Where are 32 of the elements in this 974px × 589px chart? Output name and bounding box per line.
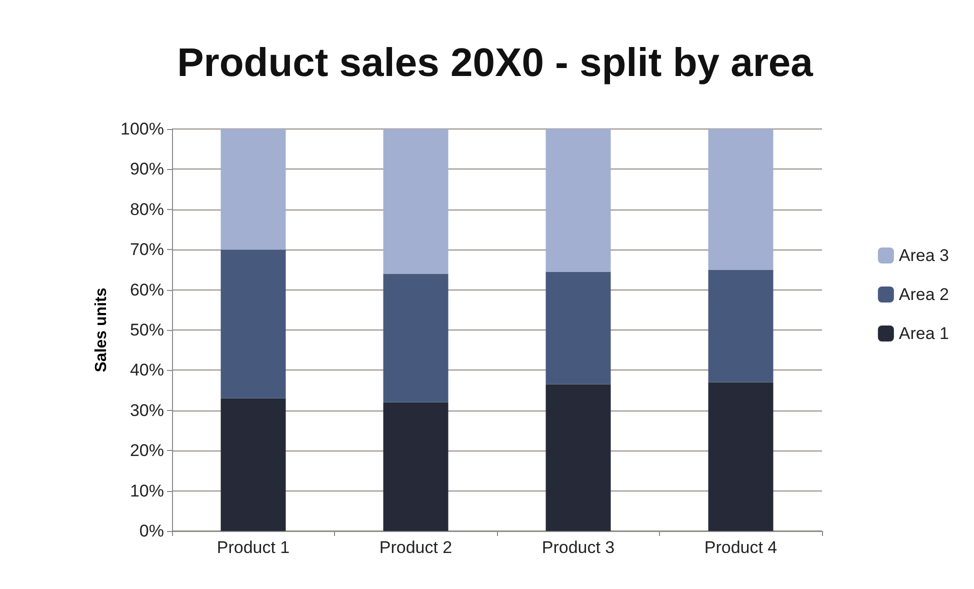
bar <box>220 398 286 531</box>
y-tick-label: 30% <box>130 400 164 420</box>
x-tick-label: Product 1 <box>216 538 290 557</box>
bar <box>546 129 611 272</box>
x-tick-label: Product 2 <box>379 538 452 557</box>
bar <box>383 274 448 402</box>
legend-label: Area 3 <box>898 246 950 265</box>
x-tick-label: Product 3 <box>542 538 615 557</box>
y-tick-label: 90% <box>130 160 164 179</box>
bar <box>708 270 774 382</box>
bar <box>546 272 611 384</box>
bar <box>383 402 448 531</box>
bar <box>220 129 286 250</box>
y-tick-label: 100% <box>120 120 164 138</box>
bar <box>708 129 774 270</box>
bar <box>546 384 611 531</box>
y-tick-label: 70% <box>130 240 164 260</box>
y-tick-label: 40% <box>130 360 164 380</box>
y-tick-label: 50% <box>130 320 164 340</box>
y-axis-title: Sales units <box>93 288 110 372</box>
legend-label: Area 1 <box>898 324 950 343</box>
y-tick-label: 20% <box>130 441 164 460</box>
y-tick-label: 10% <box>130 481 164 500</box>
bar <box>383 129 448 274</box>
bar <box>708 382 774 531</box>
bar <box>220 250 286 398</box>
y-tick-label: 60% <box>130 280 164 300</box>
chart-title: Product sales 20X0 - split by area <box>177 41 814 85</box>
x-tick-label: Product 4 <box>704 538 778 557</box>
y-tick-label: 80% <box>130 200 164 219</box>
legend-label: Area 2 <box>898 285 950 304</box>
y-tick-label: 0% <box>139 522 164 540</box>
